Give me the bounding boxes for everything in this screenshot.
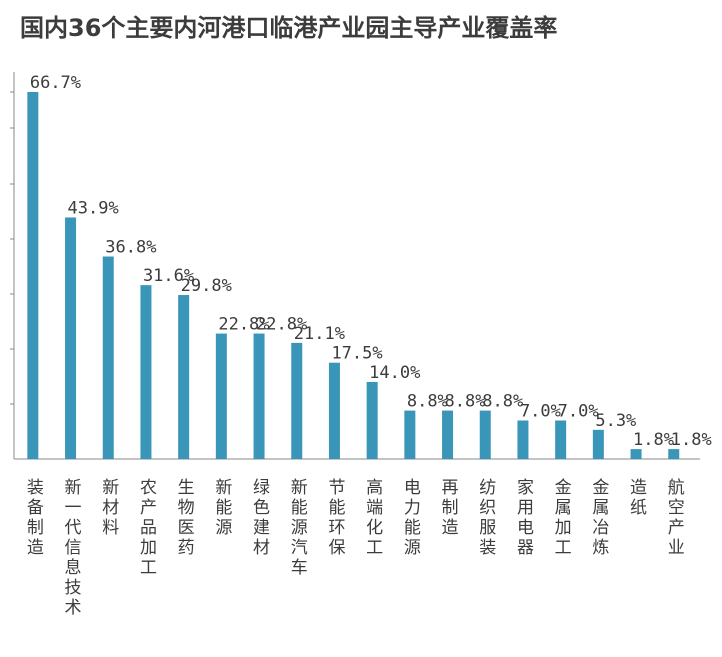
data-label-7: 21.1% (294, 324, 345, 344)
bar-14 (555, 420, 567, 459)
bar-17 (668, 449, 680, 459)
x-tick-label-6: 绿色建材 (249, 478, 270, 558)
data-label-17: 1.8% (671, 430, 712, 450)
x-tick-label-11: 再制造 (438, 478, 459, 538)
bar-0 (27, 92, 39, 459)
data-label-3: 31.6% (143, 266, 194, 286)
bar-11 (442, 410, 454, 459)
x-tick-label-7: 新能源汽车 (287, 478, 308, 578)
x-tick-label-1: 新一代信息技术 (61, 478, 82, 618)
bar-4 (178, 295, 190, 459)
bar-5 (215, 333, 227, 459)
bar-7 (291, 342, 303, 459)
data-label-8: 17.5% (331, 344, 382, 364)
x-tick-label-4: 生物医药 (174, 478, 195, 558)
bar-16 (630, 449, 642, 459)
x-tick-label-9: 高端化工 (362, 478, 383, 558)
x-tick-label-15: 金属冶炼 (588, 478, 609, 558)
bar-12 (479, 410, 491, 459)
bar-8 (328, 362, 340, 459)
bar-9 (366, 381, 378, 459)
x-tick-labels: 装备制造 新一代信息技术 新材料 农产品加工 生物医药 新能源 绿色建材 新能源汽车 节能环保高… (23, 478, 684, 618)
x-tick-label-12: 纺织服装 (475, 478, 496, 558)
data-label-12: 8.8% (482, 392, 523, 412)
data-label-11: 8.8% (445, 392, 486, 412)
data-label-16: 1.8% (633, 430, 674, 450)
x-tick-label-13: 家用电器 (513, 478, 534, 558)
data-label-9: 14.0% (369, 363, 420, 383)
y-ticks (10, 91, 14, 405)
data-label-10: 8.8% (407, 392, 448, 412)
data-label-4: 29.8% (181, 276, 232, 296)
bar-2 (102, 256, 114, 459)
x-tick-label-10: 电力能源 (400, 478, 421, 558)
x-tick-label-3: 农产品加工 (136, 478, 157, 578)
bar-13 (517, 420, 529, 459)
bar-15 (592, 429, 604, 459)
bar-3 (140, 285, 152, 459)
x-tick-label-14: 金属加工 (551, 478, 572, 558)
data-label-5: 22.8% (218, 315, 269, 335)
bars (27, 92, 680, 459)
bar-10 (404, 410, 416, 459)
x-tick-label-2: 新材料 (98, 478, 119, 538)
bar-6 (253, 333, 265, 459)
data-labels: 66.7%43.9%36.8%31.6%29.8%22.8%22.8%21.1%… (30, 73, 712, 450)
chart-title: 国内36个主要内河港口临港产业园主导产业覆盖率 (20, 14, 558, 42)
data-label-15: 5.3% (595, 411, 636, 431)
x-tick-label-8: 节能环保 (324, 478, 345, 558)
x-tick-label-5: 新能源 (211, 478, 232, 538)
bar-1 (65, 217, 77, 459)
data-label-6: 22.8% (256, 315, 307, 335)
data-label-0: 66.7% (30, 73, 81, 93)
x-tick-label-0: 装备制造 (23, 478, 44, 558)
data-label-1: 43.9% (68, 198, 119, 218)
data-label-2: 36.8% (105, 238, 156, 258)
x-tick-label-17: 航空产业 (664, 478, 685, 558)
data-label-14: 7.0% (558, 401, 599, 421)
data-label-13: 7.0% (520, 401, 561, 421)
x-tick-label-16: 造纸 (626, 478, 647, 518)
